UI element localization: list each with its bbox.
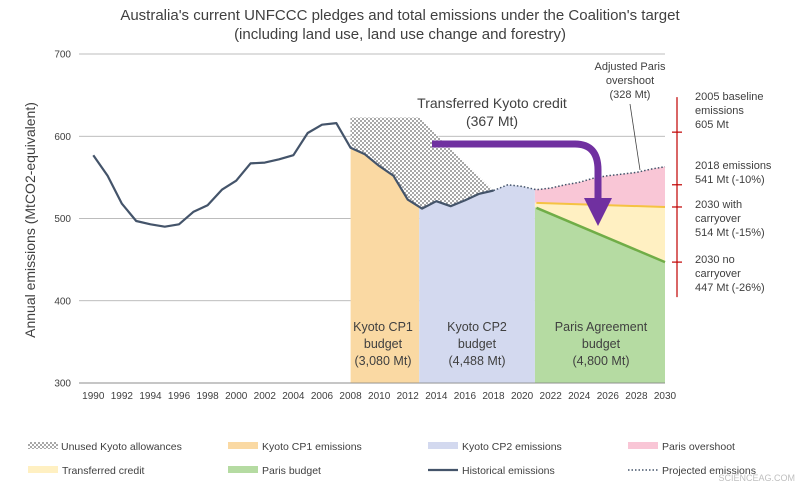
paris-budget-area: [534, 207, 665, 383]
marker-label-1-0: 2018 emissions: [695, 160, 772, 172]
y-axis-label: Annual emissions (MtCO2-equivalent): [22, 102, 38, 338]
marker-label-0-1: emissions: [695, 105, 744, 117]
kyoto-cp1-area: [350, 147, 420, 383]
legend-swatch-2: [428, 442, 458, 449]
x-tick-label-2020: 2020: [511, 391, 534, 402]
x-tick-label-2000: 2000: [225, 391, 248, 402]
target-markers: 2005 baseline emissions 605 Mt 2018 emissio…: [672, 91, 772, 298]
legend-label-2: Kyoto CP2 emissions: [462, 441, 562, 453]
cp1-budget-label: Kyoto CP1: [353, 320, 413, 334]
x-tick-label-2014: 2014: [425, 391, 448, 402]
y-tick-label-700: 700: [54, 50, 71, 61]
cp1-budget-label-2: budget: [364, 337, 403, 351]
cp2-budget-label: Kyoto CP2: [447, 320, 507, 334]
legend-label-7: Projected emissions: [662, 465, 756, 477]
marker-label-0-2: 605 Mt: [695, 119, 729, 131]
x-tick-label-1990: 1990: [82, 391, 105, 402]
legend-swatch-5: [228, 466, 258, 473]
unused-kyoto-area: [350, 117, 494, 209]
legend-label-5: Paris budget: [262, 465, 321, 477]
x-tick-label-2004: 2004: [282, 391, 305, 402]
marker-label-3-1: carryover: [695, 268, 741, 280]
paris-budget-amount: (4,800 Mt): [573, 354, 630, 368]
marker-label-3-0: 2030 no: [695, 254, 735, 266]
kyoto-credit-label: Transferred Kyoto credit: [417, 95, 567, 111]
x-tick-label-2006: 2006: [311, 391, 334, 402]
x-tick-label-1996: 1996: [168, 391, 191, 402]
x-tick-label-2024: 2024: [568, 391, 591, 402]
x-tick-label-2008: 2008: [339, 391, 362, 402]
adjusted-paris-label: Adjusted Paris: [595, 61, 666, 73]
cp1-budget-amount: (3,080 Mt): [355, 354, 412, 368]
y-tick-label-500: 500: [54, 214, 71, 225]
cp2-budget-label-2: budget: [458, 337, 497, 351]
adjusted-paris-pointer: [629, 103, 641, 171]
paris-budget-line: [535, 206, 666, 264]
marker-label-2-0: 2030 with: [695, 199, 742, 211]
legend-label-1: Kyoto CP1 emissions: [262, 441, 362, 453]
paris-budget-label-2: budget: [582, 337, 621, 351]
chart-title: Australia's current UNFCCC pledges and t…: [120, 7, 680, 24]
marker-label-1-1: 541 Mt (-10%): [695, 174, 765, 186]
marker-label-2-2: 514 Mt (-15%): [695, 227, 765, 239]
tick-labels: 300 400 500 600 700 1990 1992 1994 1996 1998 2000 2…: [54, 50, 676, 403]
projected-emissions-line: [493, 165, 666, 192]
x-tick-label-1994: 1994: [139, 391, 162, 402]
legend-swatch-0: [28, 442, 58, 449]
marker-label-2-1: carryover: [695, 213, 741, 225]
x-tick-label-2012: 2012: [397, 391, 420, 402]
legend: Unused Kyoto allowances Kyoto CP1 emissio…: [28, 441, 756, 477]
x-tick-label-2022: 2022: [540, 391, 563, 402]
paris-budget-label: Paris Agreement: [555, 320, 648, 334]
adjusted-paris-amount: (328 Mt): [610, 89, 651, 101]
y-tick-label-600: 600: [54, 132, 71, 143]
legend-swatch-4: [28, 466, 58, 473]
series-lines: [92, 121, 666, 264]
kyoto-cp2-area: [419, 184, 535, 383]
x-tick-label-2016: 2016: [454, 391, 477, 402]
legend-swatch-1: [228, 442, 258, 449]
legend-label-4: Transferred credit: [62, 465, 145, 477]
x-tick-label-2010: 2010: [368, 391, 391, 402]
adjusted-paris-label-2: overshoot: [606, 75, 654, 87]
x-tick-label-2002: 2002: [254, 391, 277, 402]
legend-label-0: Unused Kyoto allowances: [61, 441, 182, 453]
x-tick-label-1992: 1992: [111, 391, 134, 402]
cp2-budget-amount: (4,488 Mt): [449, 354, 506, 368]
marker-label-0-0: 2005 baseline: [695, 91, 764, 103]
area-fills: [350, 117, 665, 383]
legend-label-6: Historical emissions: [462, 465, 555, 477]
historical-emissions-line: [92, 121, 494, 228]
marker-label-3-2: 447 Mt (-26%): [695, 282, 765, 294]
x-tick-label-2026: 2026: [597, 391, 620, 402]
y-tick-label-400: 400: [54, 296, 71, 307]
x-tick-label-2030: 2030: [654, 391, 677, 402]
y-tick-label-300: 300: [54, 379, 71, 390]
watermark: SCIENCEAG.COM: [718, 473, 795, 483]
kyoto-credit-amount: (367 Mt): [466, 113, 518, 129]
x-tick-label-2028: 2028: [625, 391, 648, 402]
legend-label-3: Paris overshoot: [662, 441, 735, 453]
chart-subtitle: (including land use, land use change and…: [234, 26, 566, 43]
transfer-arrow: [432, 140, 612, 226]
legend-swatch-3: [628, 442, 658, 449]
x-tick-label-2018: 2018: [482, 391, 505, 402]
x-tick-label-1998: 1998: [197, 391, 220, 402]
